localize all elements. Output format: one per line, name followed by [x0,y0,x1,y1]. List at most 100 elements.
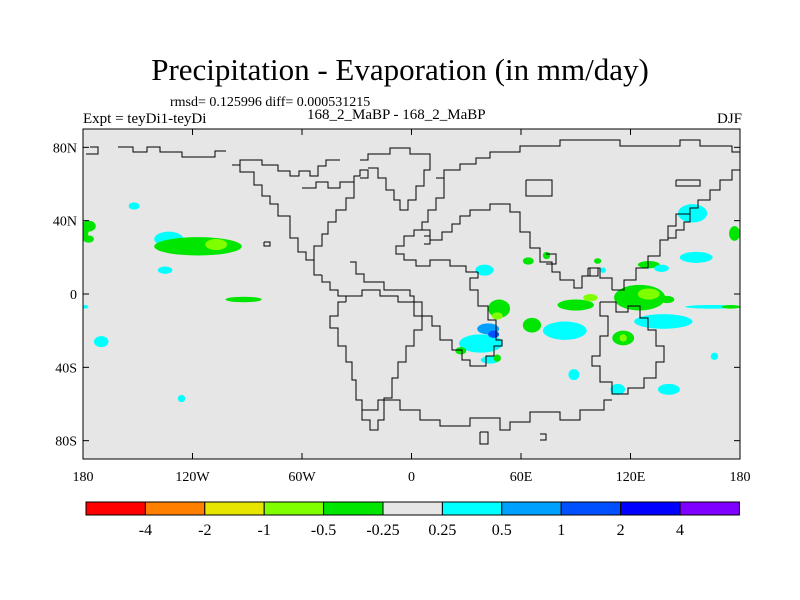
x-axis: 180 120W 60W 0 60E 120E 180 [73,129,751,485]
coastline-south-america [329,289,423,431]
anomaly-patch [93,336,109,348]
y-tick-label: 80N [53,141,77,156]
coastline-antarctica [361,399,612,431]
anomaly-patch [542,251,551,260]
colorbar-label: -2 [198,522,211,539]
coastline-central-america [321,275,347,302]
coastline-small-island [540,433,547,441]
anomaly-patch [594,258,602,264]
colorbar-label: 0.5 [492,522,512,539]
anomaly-patch [225,296,262,303]
y-tick-label: 40S [55,361,77,376]
anomaly-patch [659,295,675,304]
colorbar-label: 2 [617,522,625,539]
anomaly-patch [600,267,606,273]
colorbar-swatch [263,501,325,516]
x-tick-label: 0 [408,470,415,485]
anomaly-patch [491,312,503,320]
anomaly-patch [679,251,713,263]
coastline-north-america-west [239,165,322,276]
colorbar-swatch [679,501,740,516]
coastline-mediterranean [395,229,478,273]
anomaly-patch [610,383,626,395]
colorbar-swatch [620,501,681,516]
anomaly-patch [128,202,140,210]
coastline-japan [675,179,701,187]
anomaly-patch [677,204,708,223]
y-tick-label: 80S [55,435,77,450]
anomaly-patch [455,347,467,355]
colorbar-swatch [144,501,206,516]
anomaly-patch [637,288,660,300]
y-tick-label: 0 [70,288,77,303]
coastline-layer [86,139,740,445]
colorbar-swatch [501,501,562,516]
anomaly-patch [657,383,680,395]
anomaly-patch [557,299,594,311]
x-tick-label: 60W [288,470,316,485]
anomaly-patch [83,224,89,239]
anomaly-patch [568,369,580,381]
coastline-iceland [263,241,271,247]
x-tick-label: 180 [73,470,94,485]
colorbar-swatch [85,501,146,516]
experiment-label: Expt = teyDi1-teyDi [83,111,207,127]
anomaly-patch [205,239,228,250]
coastline-uk [424,235,431,245]
coastline-north-america-east [313,182,355,260]
anomaly-patch [177,394,186,403]
colorbar-label: -1 [258,522,271,539]
anomaly-patch [475,264,494,276]
colorbar-swatch [382,501,443,516]
coastline-caspian [546,253,557,265]
colorbar-swatch [323,501,384,516]
stats-label: rmsd= 0.125996 diff= 0.000531215 [170,95,371,110]
colorbar-label: -0.25 [366,522,399,539]
colorbar-label: 1 [557,522,565,539]
x-tick-label: 120E [616,470,646,485]
anomaly-patch [522,317,542,333]
anomaly-patch [721,305,740,309]
colorbar-swatch [204,501,265,516]
anomaly-patch [522,257,534,265]
coastline-greenland [360,147,431,211]
coastline-canada-arctic [232,159,340,177]
coastline-alaska [118,146,226,158]
coastline-north-america [86,146,99,155]
anomaly-patch [157,266,173,274]
anomaly-patch [729,226,740,241]
coastline-svalbard [525,179,553,197]
anomaly-patch [542,321,587,340]
anomaly-patch [710,352,719,361]
anomaly-patch [154,237,242,256]
anomaly-layer [83,202,740,403]
coastline-europe-asia-north [436,139,740,179]
anomaly-patch [488,330,500,339]
coastline-kamchatka [668,208,691,239]
x-tick-label: 60E [510,470,533,485]
coastline-east-asia [612,169,740,291]
anomaly-patch [654,264,669,273]
y-axis: 80N 40N 0 40S 80S [53,141,740,450]
anomaly-patch [634,314,693,329]
anomaly-patch [637,261,660,269]
anomaly-patch [583,294,598,302]
colorbar-label: 4 [676,522,684,539]
anomaly-patch [83,305,89,309]
colorbar-label: 0.25 [428,522,456,539]
coastline-antarctic-peninsula [479,431,489,445]
coastline-africa [350,261,503,367]
colorbar-label: -0.5 [311,522,336,539]
coastline-europe [421,178,521,241]
colorbar-label: -4 [139,522,152,539]
chart-title: Precipitation - Evaporation (in mm/day) [151,52,649,87]
coastline-hudson-bay [302,169,369,189]
run-label: 168_2_MaBP - 168_2_MaBP [307,107,486,123]
coastline-southeast-asia [587,267,599,277]
season-label: DJF [716,111,742,127]
y-tick-label: 40N [53,215,77,230]
colorbar-swatch [560,501,622,516]
anomaly-patch [493,354,501,362]
x-tick-label: 180 [730,470,751,485]
